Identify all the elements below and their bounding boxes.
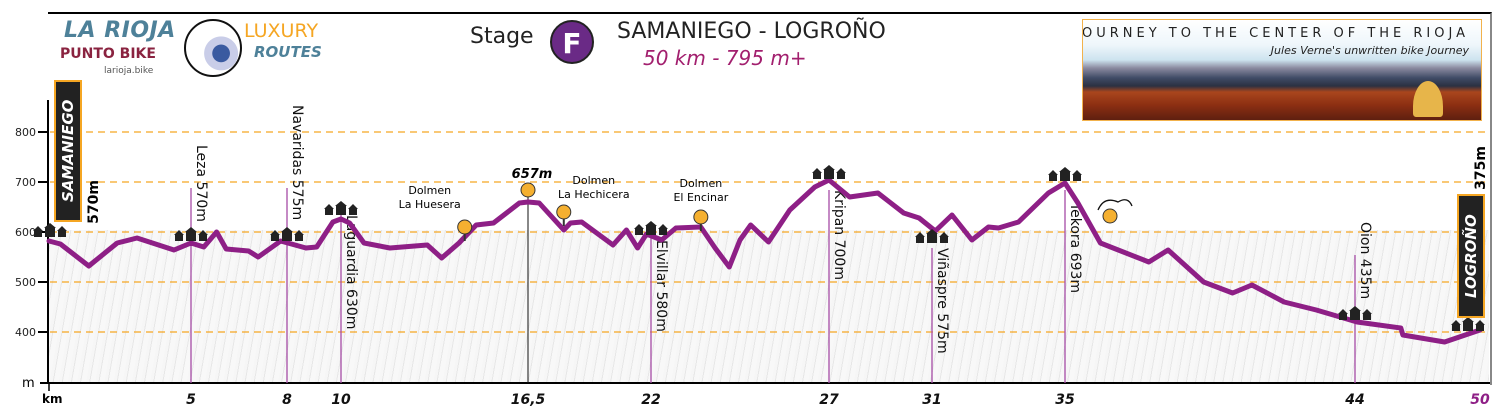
chart-frame — [48, 12, 1492, 385]
y-tick-label: 600 — [15, 226, 36, 239]
dolmen-pin-icon — [457, 219, 473, 235]
dolmen-label-line1: Dolmen — [572, 174, 615, 187]
x-tick-label: 44 — [1344, 392, 1364, 408]
stage-label: Stage — [470, 24, 534, 49]
y-axis-label: m — [22, 376, 35, 391]
mountain-logo-icon — [184, 19, 242, 77]
town-label: Leza 570m — [193, 145, 209, 222]
route-title: SAMANIEGO - LOGROÑO — [617, 19, 886, 44]
logo-url: larioja.bike — [104, 66, 154, 76]
town-label: Navaridas 575m — [289, 105, 305, 220]
village-houses-icon — [174, 227, 208, 241]
y-tick-label: 500 — [15, 276, 36, 289]
x-tick-label: 16,5 — [511, 392, 546, 408]
banner-title: JOURNEY TO THE CENTER OF THE RIOJA — [1082, 26, 1469, 41]
x-axis-label: km — [42, 392, 62, 406]
y-tick-label: 800 — [15, 126, 36, 139]
x-tick-label: 31 — [922, 392, 941, 408]
x-tick-label: 50 — [1470, 392, 1490, 408]
stone-hut-image — [1413, 81, 1443, 117]
sun-icon — [1102, 208, 1118, 224]
peak-pin-icon — [520, 182, 536, 198]
town-label: Kripan 700m — [831, 190, 847, 280]
end-town-label: LOGROÑO — [1457, 194, 1485, 318]
village-houses-icon — [915, 229, 949, 243]
bee-wings-icon — [1097, 199, 1133, 211]
village-houses-icon — [1338, 306, 1372, 320]
elevation-profile-line — [46, 177, 1483, 345]
village-houses-icon — [1048, 167, 1082, 181]
village-houses-icon — [634, 221, 668, 235]
town-label: Elvillar 580m — [653, 240, 669, 332]
village-houses-icon — [812, 165, 846, 179]
y-tick-label: 700 — [15, 176, 36, 189]
x-tick-label: 22 — [641, 392, 660, 408]
logo-la-rioja: LA RIOJA — [64, 18, 176, 43]
start-elevation: 570m — [86, 180, 102, 224]
village-houses-icon — [33, 223, 67, 237]
x-tick-label: 27 — [819, 392, 839, 408]
village-houses-icon — [324, 201, 358, 215]
x-tick-label: 35 — [1055, 392, 1075, 408]
dolmen-label-line1: Dolmen — [679, 177, 722, 190]
journey-banner: JOURNEY TO THE CENTER OF THE RIOJA Jules… — [1082, 19, 1482, 121]
dolmen-label-line1: Dolmen — [408, 184, 451, 197]
town-label: Oion 435m — [1357, 222, 1373, 299]
y-tick-label: 400 — [15, 326, 36, 339]
dolmen-label-line2: La Hechicera — [558, 188, 630, 201]
banner-subtitle: Jules Verne's unwritten bike Journey — [1270, 44, 1469, 57]
logo-routes: ROUTES — [254, 43, 322, 61]
village-houses-icon — [270, 227, 304, 241]
dolmen-pin-icon — [693, 209, 709, 225]
sketch-background — [49, 230, 1489, 383]
x-tick-label: 10 — [331, 392, 351, 408]
stage-badge: F — [550, 20, 594, 64]
x-tick-label: 5 — [186, 392, 196, 408]
town-label: Laguardia 630m — [343, 215, 359, 329]
village-houses-icon — [1451, 317, 1485, 331]
route-stats: 50 km - 795 m+ — [643, 46, 807, 70]
town-label: Viñaspre 575m — [934, 248, 950, 354]
x-tick-label: 8 — [282, 392, 292, 408]
town-label: Iekora 693m — [1067, 205, 1083, 293]
dolmen-label-line2: La Huesera — [399, 198, 461, 211]
logo-luxury: LUXURY — [244, 20, 319, 42]
dolmen-pin-icon — [556, 204, 572, 220]
start-town-label: SAMANIEGO — [54, 80, 82, 222]
end-elevation: 375m — [1473, 146, 1489, 190]
logo-punto-bike: PUNTO BIKE — [60, 46, 156, 62]
peak-label: 657m — [512, 167, 553, 182]
dolmen-label-line2: El Encinar — [673, 191, 728, 204]
